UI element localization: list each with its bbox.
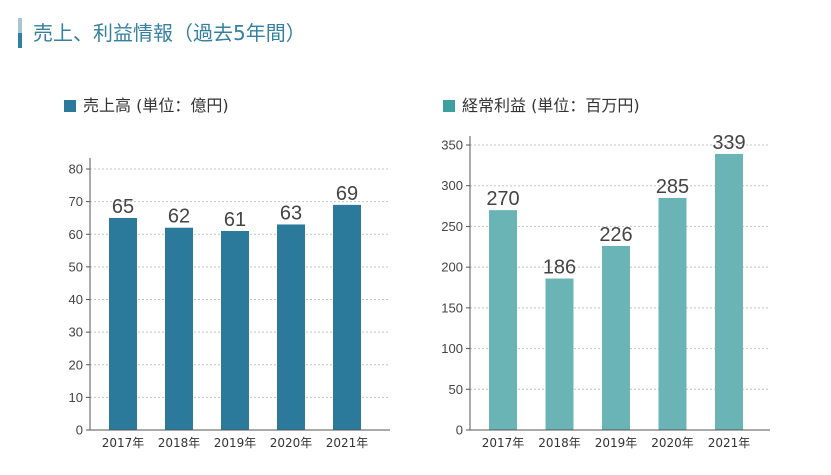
- sales-x-tick-label: 2019年: [214, 436, 257, 450]
- profit-x-tick-label: 2020年: [651, 436, 694, 450]
- sales-data-label: 63: [280, 202, 302, 224]
- section-header: 売上、利益情報（過去5年間）: [18, 18, 306, 48]
- sales-y-tick-label: 70: [69, 194, 83, 209]
- sales-y-tick-label: 0: [76, 423, 83, 438]
- sales-y-tick-label: 60: [69, 227, 83, 242]
- profit-data-label: 226: [599, 224, 632, 246]
- profit-bar: [489, 210, 517, 430]
- profit-legend-label: 経常利益 (単位：百万円): [462, 96, 640, 115]
- sales-x-tick-label: 2020年: [270, 436, 313, 450]
- sales-x-tick-label: 2018年: [158, 436, 201, 450]
- sales-data-label: 69: [336, 183, 358, 205]
- ordinary-profit-chart: 0 50 100 150 200 250 300 350 270 2017年 186 2018年 226…: [441, 132, 770, 450]
- profit-data-label: 186: [543, 257, 576, 279]
- sales-bar: [221, 230, 249, 430]
- sales-y-tick-label: 20: [69, 357, 83, 372]
- profit-bar: [545, 278, 574, 430]
- sales-y-tick-label: 30: [69, 325, 83, 340]
- sales-y-tick-label: 50: [69, 259, 83, 274]
- sales-legend-swatch: [64, 100, 76, 112]
- profit-data-label: 285: [656, 176, 689, 198]
- title-accent-bar: [18, 18, 22, 48]
- profit-x-tick-label: 2021年: [708, 436, 751, 450]
- profit-y-tick-label: 350: [441, 138, 463, 153]
- sales-chart: 0 10 20 30 40 50 60 70 80 65 2017年 62 2018年 61 2019年 63…: [69, 158, 390, 450]
- profit-x-tick-label: 2019年: [595, 436, 638, 450]
- sales-legend-label: 売上高 (単位：億円): [83, 96, 229, 115]
- profit-y-tick-label: 50: [449, 382, 463, 397]
- sales-data-label: 65: [112, 196, 134, 218]
- profit-bar: [658, 197, 687, 430]
- sales-chart-legend: 売上高 (単位：億円): [64, 97, 229, 115]
- profit-y-tick-label: 300: [441, 178, 463, 193]
- profit-y-tick-label: 250: [441, 219, 463, 234]
- sales-x-tick-label: 2017年: [102, 436, 145, 450]
- profit-chart-legend: 経常利益 (単位：百万円): [443, 97, 640, 115]
- sales-y-tick-label: 40: [69, 292, 83, 307]
- profit-x-tick-label: 2017年: [482, 436, 525, 450]
- sales-data-label: 62: [168, 206, 190, 228]
- page-title: 売上、利益情報（過去5年間）: [33, 21, 306, 45]
- sales-y-tick-label: 80: [69, 162, 83, 177]
- sales-bar: [333, 204, 361, 430]
- sales-bar: [277, 224, 305, 430]
- sales-y-tick-label: 10: [69, 390, 83, 405]
- profit-y-tick-label: 100: [441, 341, 463, 356]
- profit-data-label: 339: [712, 132, 745, 154]
- profit-y-tick-label: 0: [456, 423, 463, 438]
- profit-legend-swatch: [443, 100, 455, 112]
- profit-data-label: 270: [486, 188, 519, 210]
- profit-y-tick-label: 150: [441, 300, 463, 315]
- profit-bar: [602, 245, 630, 430]
- profit-y-tick-label: 200: [441, 260, 463, 275]
- profit-bar: [715, 153, 743, 430]
- sales-bar: [109, 217, 137, 430]
- sales-bar: [165, 227, 193, 430]
- sales-x-tick-label: 2021年: [326, 436, 369, 450]
- profit-x-tick-label: 2018年: [538, 436, 581, 450]
- sales-data-label: 61: [224, 209, 246, 231]
